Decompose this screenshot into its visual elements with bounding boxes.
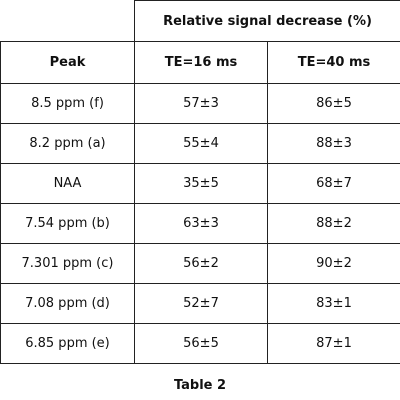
table-cell: 57±3	[134, 83, 268, 124]
table-cell: 90±2	[267, 243, 400, 284]
table-cell: 87±1	[267, 323, 400, 364]
table-cell: NAA	[0, 163, 135, 204]
header-row: Relative signal decrease (%)	[0, 0, 400, 42]
column-header: TE=40 ms	[267, 41, 400, 84]
table-cell: 56±5	[134, 323, 268, 364]
table-cell: 86±5	[267, 83, 400, 124]
column-header-row: Peak TE=16 ms TE=40 ms	[0, 41, 400, 84]
table-caption: Table 2	[173, 378, 227, 393]
table-cell: 55±4	[134, 123, 268, 164]
table-row: NAA 35±5 68±7	[0, 163, 400, 204]
table-cell: 7.54 ppm (b)	[0, 203, 135, 244]
table-cell: 68±7	[267, 163, 400, 204]
table-cell: 8.2 ppm (a)	[0, 123, 135, 164]
table-row: 7.08 ppm (d) 52±7 83±1	[0, 283, 400, 324]
table-row: 8.2 ppm (a) 55±4 88±3	[0, 123, 400, 164]
table-cell: 7.301 ppm (c)	[0, 243, 135, 284]
column-header: TE=16 ms	[134, 41, 268, 84]
table-row: 8.5 ppm (f) 57±3 86±5	[0, 83, 400, 124]
table-body: Relative signal decrease (%) Peak TE=16 m…	[0, 0, 400, 364]
table-cell: 6.85 ppm (e)	[0, 323, 135, 364]
table-cell: 63±3	[134, 203, 268, 244]
data-table: Relative signal decrease (%) Peak TE=16 m…	[0, 0, 400, 364]
table-row: 7.54 ppm (b) 63±3 88±2	[0, 203, 400, 244]
table-cell: 83±1	[267, 283, 400, 324]
table-row: 7.301 ppm (c) 56±2 90±2	[0, 243, 400, 284]
table-cell: 7.08 ppm (d)	[0, 283, 135, 324]
table-row: 6.85 ppm (e) 56±5 87±1	[0, 323, 400, 364]
column-header: Peak	[0, 41, 135, 84]
table-cell: 56±2	[134, 243, 268, 284]
table-cell: 88±2	[267, 203, 400, 244]
blank-cell	[0, 0, 135, 42]
table-cell: 8.5 ppm (f)	[0, 83, 135, 124]
table-title: Relative signal decrease (%)	[134, 0, 400, 42]
table-cell: 52±7	[134, 283, 268, 324]
table-cell: 88±3	[267, 123, 400, 164]
table-cell: 35±5	[134, 163, 268, 204]
